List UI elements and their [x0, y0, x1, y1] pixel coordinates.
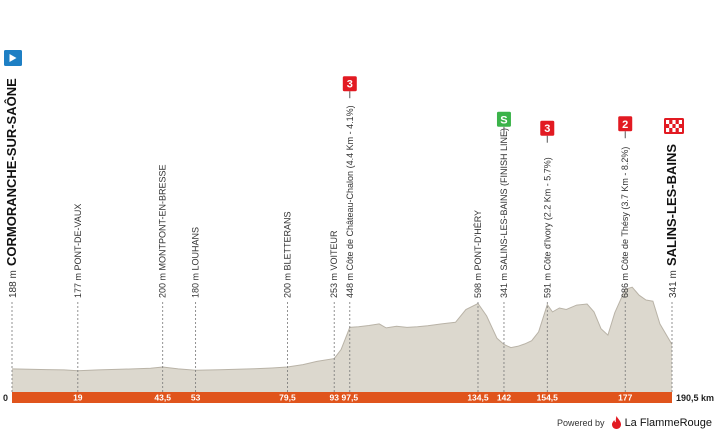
- finish-flag-check: [678, 120, 682, 124]
- waypoint-label: 180 m LOUHANS: [191, 227, 201, 298]
- flame-icon: [611, 416, 621, 429]
- start-flag-icon: [4, 50, 22, 66]
- km-label: 154,5: [537, 393, 559, 403]
- sprint-badge: [496, 111, 511, 127]
- km-label: 93: [329, 393, 339, 403]
- profile-area-layer: [11, 286, 673, 392]
- climb-category-label: 3: [544, 123, 550, 135]
- start-flag-arrow: [9, 54, 17, 62]
- finish-flag-icon: [664, 118, 684, 134]
- waypoint-label: 686 m Côte de Thésy (3.7 Km - 8.2%): [620, 147, 630, 298]
- climb-category-badge: [540, 120, 555, 136]
- start-altitude-label: 188 m: [8, 270, 19, 298]
- waypoint-labels-layer: 177 m PONT-DE-VAUX 200 m MONTPONT-EN-BRES…: [4, 78, 679, 298]
- waypoint-label: 598 m PONT-D'HÉRY: [473, 210, 483, 298]
- finish-flag-check: [672, 128, 676, 132]
- brand-logo: La FlammeRouge: [611, 416, 712, 429]
- axis-start-label: 0: [3, 393, 8, 403]
- km-label: 177: [618, 393, 632, 403]
- km-label: 134,5: [467, 393, 489, 403]
- waypoint-lines-layer: [11, 302, 673, 392]
- climb-category-icon: 2: [618, 116, 633, 139]
- footer: Powered by La FlammeRouge: [557, 416, 712, 429]
- climb-category-label: 3: [347, 79, 353, 91]
- waypoint-label: 448 m Côte de Château-Chalon (4.4 Km - 4…: [345, 105, 355, 298]
- climb-category-badge: [342, 76, 357, 92]
- finish-flag-check: [666, 128, 670, 132]
- climb-category-label: 2: [622, 119, 628, 131]
- finish-altitude-label: 341 m: [668, 270, 679, 298]
- finish-flag-check: [666, 120, 670, 124]
- distance-bar-layer: 0 190,5 km 19 43,5 53 79,5 93 97,5 134,5 142 154,5…: [3, 392, 714, 403]
- finish-name-label: SALINS-LES-BAINS: [664, 144, 679, 266]
- finish-flag-check: [672, 120, 676, 124]
- sprint-label: S: [500, 114, 507, 126]
- km-label: 142: [497, 393, 511, 403]
- distance-bar: [12, 392, 672, 403]
- elevation-outline: [11, 286, 673, 372]
- marker-icons-layer: 3 S 3 2: [4, 50, 684, 143]
- waypoint-label: 253 m VOITEUR: [329, 230, 339, 298]
- brand-name: La FlammeRouge: [624, 416, 712, 429]
- sprint-icon: S: [496, 111, 511, 134]
- elevation-area: [12, 287, 672, 392]
- axis-end-label: 190,5 km: [676, 393, 714, 403]
- climb-category-badge: [618, 116, 633, 132]
- km-label: 79,5: [279, 393, 296, 403]
- km-label: 43,5: [154, 393, 171, 403]
- waypoint-label: 591 m Côte d'Ivory (2.2 Km - 5.7%): [542, 157, 552, 298]
- finish-flag-check: [669, 124, 673, 128]
- waypoint-label: 177 m PONT-DE-VAUX: [73, 204, 83, 298]
- km-label: 97,5: [342, 393, 359, 403]
- finish-flag-check: [675, 124, 679, 128]
- waypoint-label: 341 m SALINS-LES-BAINS (FINISH LINE): [499, 128, 509, 298]
- start-name-label: CORMORANCHE-SUR-SAÔNE: [4, 78, 19, 266]
- powered-by-text: Powered by: [557, 417, 605, 428]
- km-label: 19: [73, 393, 83, 403]
- climb-category-icon: 3: [540, 120, 555, 143]
- finish-flag-check: [678, 128, 682, 132]
- km-label: 53: [191, 393, 201, 403]
- waypoint-label: 200 m MONTPONT-EN-BRESSE: [158, 164, 168, 298]
- waypoint-label: 200 m BLETTERANS: [282, 211, 292, 298]
- climb-category-icon: 3: [342, 76, 357, 99]
